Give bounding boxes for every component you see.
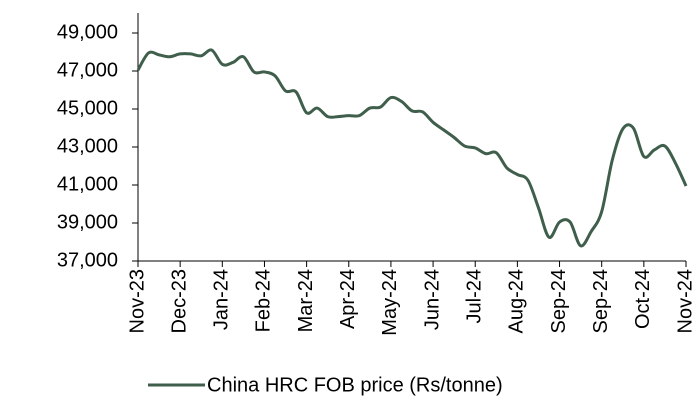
y-tick-label: 47,000 <box>57 59 118 81</box>
x-tick-label: Nov-23 <box>126 269 148 333</box>
x-tick-label: Sep-24 <box>548 269 570 334</box>
x-tick-label: Jul-24 <box>464 269 486 323</box>
legend-label: China HRC FOB price (Rs/tonne) <box>207 374 503 396</box>
series-line <box>136 48 688 248</box>
x-tick-label: Jun-24 <box>421 269 443 330</box>
x-tick-label: Mar-24 <box>295 269 317 332</box>
x-tick-label: Oct-24 <box>632 269 654 329</box>
x-tick-label: May-24 <box>379 269 401 336</box>
y-tick-label: 37,000 <box>57 249 118 271</box>
y-tick-label: 41,000 <box>57 173 118 195</box>
x-tick-label: Nov-24 <box>674 269 696 333</box>
x-tick-label: Dec-23 <box>168 269 190 333</box>
x-tick-label: Apr-24 <box>337 269 359 329</box>
x-tick-label: Feb-24 <box>253 269 275 332</box>
y-tick-label: 45,000 <box>57 97 118 119</box>
y-tick-label: 43,000 <box>57 135 118 157</box>
x-tick-label: Jan-24 <box>211 269 233 330</box>
x-tick-label: Sep-24 <box>590 269 612 334</box>
x-tick-label: Aug-24 <box>506 269 528 334</box>
y-tick-label: 49,000 <box>57 21 118 43</box>
y-tick-label: 39,000 <box>57 211 118 233</box>
